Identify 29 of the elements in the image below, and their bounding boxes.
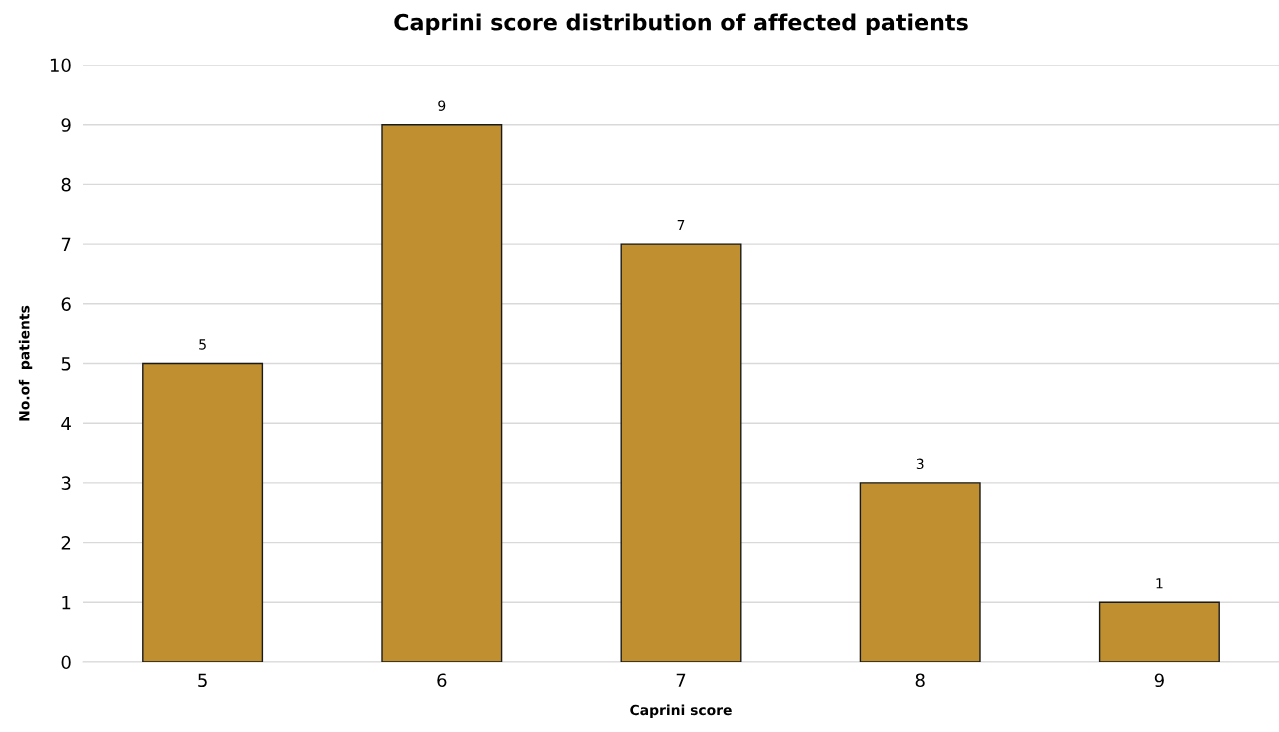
data-label: 7	[677, 219, 685, 231]
y-tick-label: 4	[61, 416, 71, 431]
y-tick-label: 2	[61, 536, 71, 550]
y-tick-label: 8	[61, 177, 71, 192]
y-tick-label: 1	[62, 596, 71, 610]
data-label: 9	[438, 100, 446, 111]
bar	[381, 124, 503, 662]
chart-title: Caprini score distribution of affected patients	[394, 13, 968, 35]
x-tick-label: 7	[676, 673, 686, 687]
y-tick-label: 5	[61, 357, 71, 371]
bar	[620, 243, 742, 662]
bar	[1098, 601, 1220, 662]
x-tick-label: 8	[915, 673, 925, 688]
x-tick-label: 9	[1154, 673, 1164, 688]
y-tick-label: 7	[61, 237, 71, 251]
data-label: 3	[916, 458, 924, 470]
x-tick-label: 5	[198, 673, 207, 688]
x-tick-label: 6	[437, 673, 447, 688]
x-axis-title: Caprini score	[630, 704, 732, 718]
data-label: 1	[1156, 578, 1163, 589]
y-tick-label: 10	[50, 58, 71, 73]
y-tick-label: 9	[61, 118, 71, 132]
y-axis-title: No.of patients	[18, 305, 33, 421]
y-tick-label: 0	[61, 655, 71, 670]
bar	[142, 362, 264, 662]
bar	[859, 482, 981, 662]
data-label: 5	[199, 339, 206, 350]
y-tick-label: 6	[61, 297, 71, 311]
y-tick-label: 3	[61, 476, 71, 491]
